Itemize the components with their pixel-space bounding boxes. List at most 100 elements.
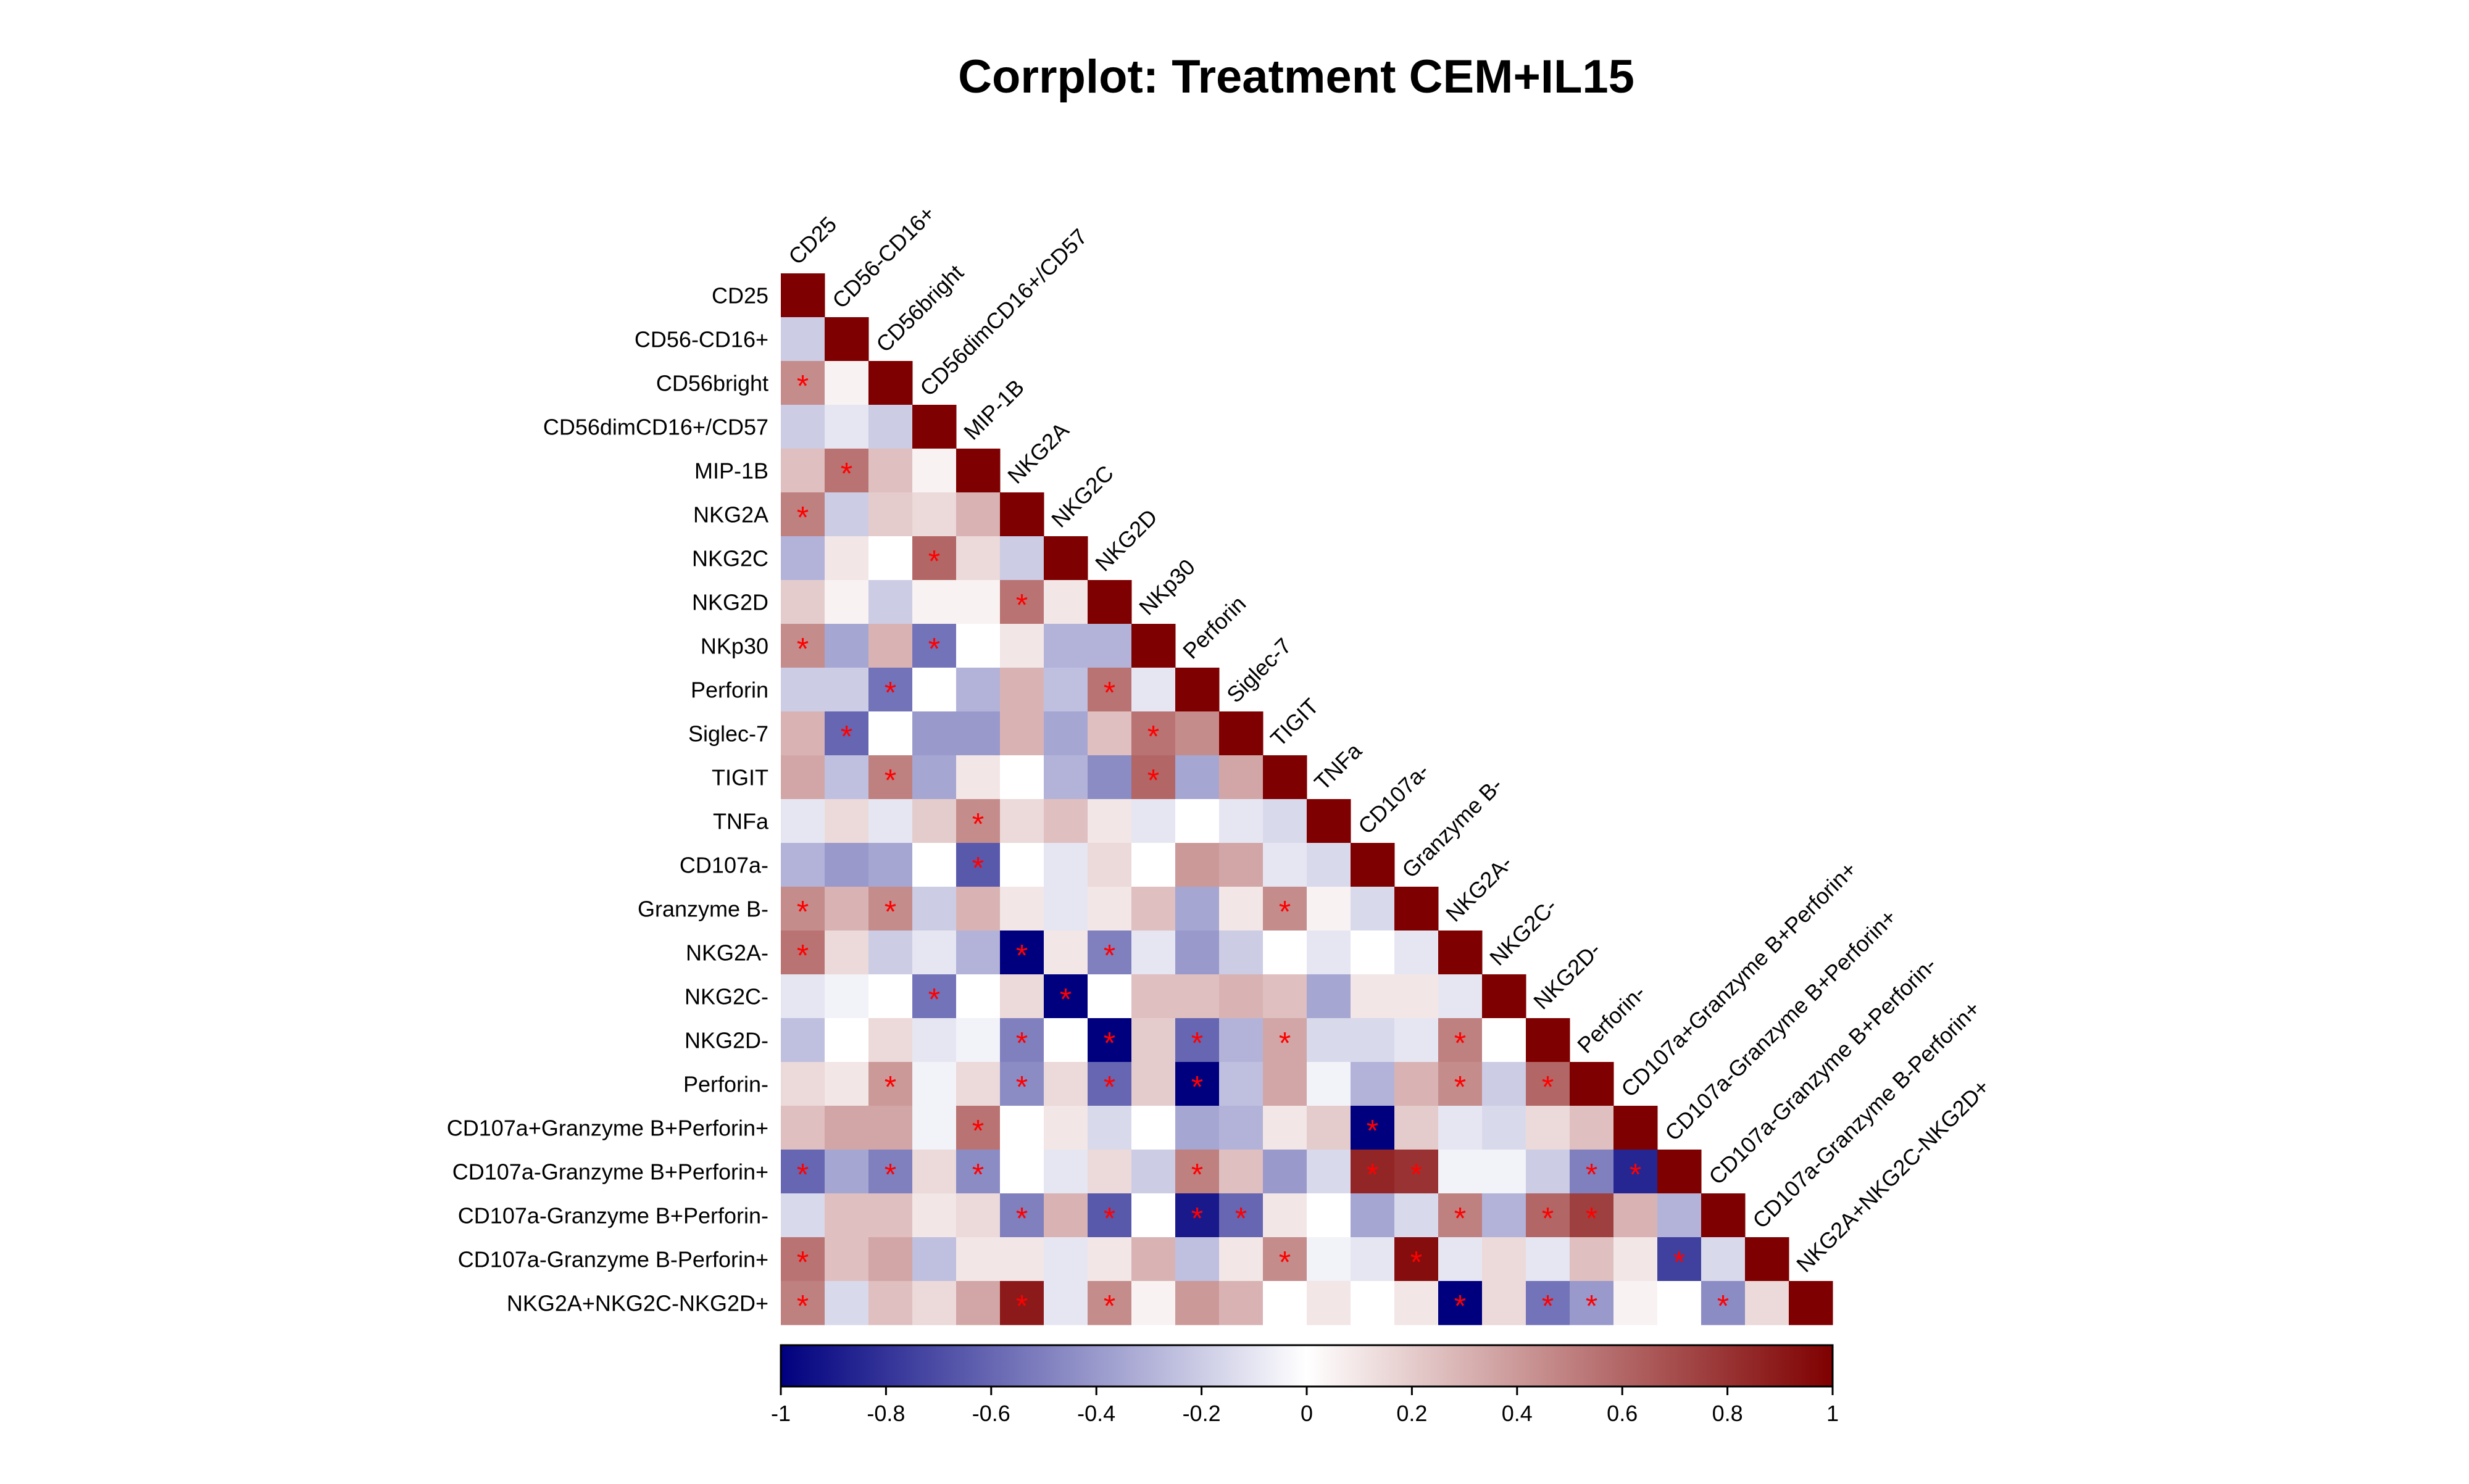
heatmap-cell bbox=[1307, 887, 1351, 931]
heatmap-cell bbox=[956, 799, 1001, 844]
heatmap-cell bbox=[1000, 668, 1044, 712]
column-label: CD56bright bbox=[871, 260, 968, 357]
heatmap-cell bbox=[868, 668, 913, 712]
significance-marker: * bbox=[1542, 1070, 1554, 1105]
heatmap-cell bbox=[1263, 755, 1307, 800]
heatmap-cell bbox=[956, 536, 1001, 581]
heatmap-cell bbox=[1219, 887, 1264, 931]
significance-marker: * bbox=[1016, 939, 1028, 973]
significance-marker: * bbox=[928, 632, 940, 666]
heatmap-cell bbox=[1351, 974, 1395, 1019]
heatmap-cell bbox=[956, 843, 1001, 887]
heatmap-cell bbox=[868, 1281, 913, 1325]
heatmap-cell bbox=[956, 449, 1001, 493]
heatmap-cell bbox=[1438, 1062, 1483, 1106]
heatmap-cell bbox=[825, 799, 869, 844]
heatmap-cell bbox=[1526, 1018, 1570, 1063]
heatmap-cell bbox=[1044, 1237, 1088, 1282]
heatmap-cell bbox=[1175, 974, 1220, 1019]
heatmap-cell bbox=[1263, 974, 1307, 1019]
heatmap-cell bbox=[1307, 1193, 1351, 1238]
row-label: CD107a-Granzyme B+Perforin- bbox=[458, 1203, 768, 1229]
heatmap-cell bbox=[956, 624, 1001, 668]
heatmap-cell bbox=[1175, 755, 1220, 800]
heatmap-cell bbox=[1701, 1193, 1746, 1238]
heatmap-cell bbox=[1657, 1150, 1702, 1194]
colorbar-tick-label: -1 bbox=[771, 1401, 791, 1426]
heatmap-cell bbox=[1175, 843, 1220, 887]
heatmap-cell bbox=[825, 1062, 869, 1106]
heatmap-cell bbox=[912, 1237, 957, 1282]
column-label: Perforin- bbox=[1572, 980, 1651, 1058]
heatmap-cell bbox=[868, 843, 913, 887]
heatmap-cell bbox=[1175, 1150, 1220, 1194]
heatmap-cell bbox=[1044, 1281, 1088, 1325]
heatmap-cell bbox=[956, 1106, 1001, 1150]
heatmap-cell bbox=[1219, 1281, 1264, 1325]
heatmap-cell bbox=[1131, 755, 1176, 800]
column-label: CD107a- bbox=[1353, 758, 1434, 839]
heatmap-cell bbox=[825, 755, 869, 800]
heatmap-cell bbox=[868, 1150, 913, 1194]
heatmap-cell bbox=[781, 711, 825, 756]
heatmap-cell bbox=[1044, 755, 1088, 800]
heatmap-cell bbox=[1044, 624, 1088, 668]
colorbar-tick-label: 0.8 bbox=[1712, 1401, 1743, 1426]
heatmap-cell bbox=[825, 1237, 869, 1282]
heatmap-cell bbox=[1088, 1018, 1132, 1063]
column-label: NKG2A bbox=[1002, 417, 1073, 488]
significance-marker: * bbox=[1016, 1289, 1028, 1324]
row-label: CD25 bbox=[712, 283, 768, 309]
heatmap-cell bbox=[1131, 624, 1176, 668]
heatmap-cell bbox=[781, 1062, 825, 1106]
heatmap-cell bbox=[825, 536, 869, 581]
heatmap-cell bbox=[1263, 1106, 1307, 1150]
significance-marker: * bbox=[972, 851, 984, 885]
row-label: MIP-1B bbox=[694, 458, 768, 484]
column-label: CD25 bbox=[783, 212, 841, 270]
heatmap-cell bbox=[912, 974, 957, 1019]
heatmap-cell bbox=[781, 1281, 825, 1325]
heatmap-cell bbox=[1088, 974, 1132, 1019]
heatmap-cell bbox=[1657, 1193, 1702, 1238]
heatmap-cell bbox=[1438, 1018, 1483, 1063]
column-label: NKG2D- bbox=[1528, 937, 1605, 1014]
significance-marker: * bbox=[1016, 1201, 1028, 1236]
heatmap-cell bbox=[956, 1281, 1001, 1325]
heatmap-cell bbox=[1000, 799, 1044, 844]
heatmap-cell bbox=[1000, 1237, 1044, 1282]
heatmap-cell bbox=[1351, 1062, 1395, 1106]
heatmap-cell bbox=[1175, 1106, 1220, 1150]
row-label: CD56-CD16+ bbox=[635, 327, 768, 352]
heatmap-cell bbox=[868, 755, 913, 800]
heatmap-cell bbox=[1000, 931, 1044, 975]
heatmap-cell bbox=[825, 580, 869, 624]
heatmap-cell bbox=[868, 711, 913, 756]
heatmap-cell bbox=[868, 1018, 913, 1063]
heatmap-cell bbox=[781, 1018, 825, 1063]
heatmap-cell bbox=[781, 974, 825, 1019]
heatmap-cell bbox=[1219, 755, 1264, 800]
heatmap-cell bbox=[1044, 1150, 1088, 1194]
heatmap-cell bbox=[1219, 799, 1264, 844]
heatmap-cell bbox=[1438, 1237, 1483, 1282]
heatmap-cell bbox=[1307, 1018, 1351, 1063]
column-label: Perforin bbox=[1178, 591, 1251, 664]
significance-marker: * bbox=[1717, 1289, 1729, 1324]
significance-marker: * bbox=[797, 369, 809, 404]
heatmap-cell bbox=[1613, 1237, 1658, 1282]
colorbar-tick-label: 0.4 bbox=[1502, 1401, 1533, 1426]
significance-marker: * bbox=[1147, 719, 1159, 754]
row-label: CD56bright bbox=[656, 371, 768, 396]
heatmap-cell bbox=[912, 799, 957, 844]
heatmap-cell bbox=[868, 580, 913, 624]
significance-marker: * bbox=[885, 763, 896, 798]
significance-marker: * bbox=[1454, 1026, 1466, 1061]
row-label: NKG2A bbox=[693, 502, 768, 528]
heatmap-cell bbox=[1044, 974, 1088, 1019]
heatmap-cell bbox=[1000, 536, 1044, 581]
heatmap-cell bbox=[912, 536, 957, 581]
column-label: Siglec-7 bbox=[1222, 633, 1296, 708]
colorbar-tick-label: 0.2 bbox=[1396, 1401, 1427, 1426]
